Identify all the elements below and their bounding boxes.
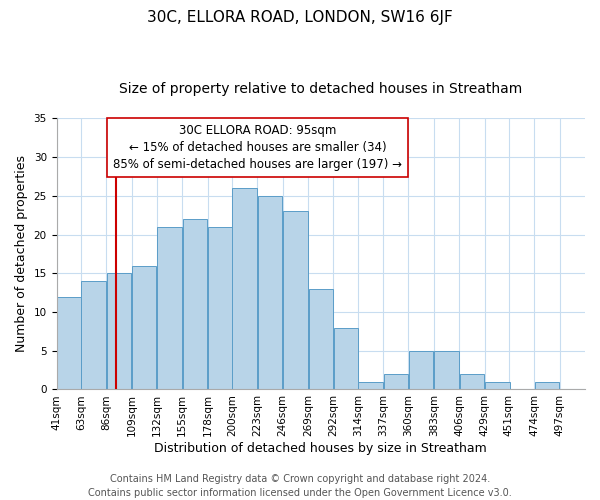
X-axis label: Distribution of detached houses by size in Streatham: Distribution of detached houses by size … [154,442,487,455]
Bar [132,266,157,390]
Title: Size of property relative to detached houses in Streatham: Size of property relative to detached ho… [119,82,523,96]
Bar [258,196,282,390]
Bar [308,289,333,390]
Bar [183,219,207,390]
Bar [535,382,559,390]
Bar [57,296,82,390]
Bar [81,281,106,390]
Bar [434,351,459,390]
Bar [409,351,433,390]
Y-axis label: Number of detached properties: Number of detached properties [15,156,28,352]
Bar [383,374,408,390]
Bar [157,227,182,390]
Bar [358,382,383,390]
Text: 30C ELLORA ROAD: 95sqm
← 15% of detached houses are smaller (34)
85% of semi-det: 30C ELLORA ROAD: 95sqm ← 15% of detached… [113,124,402,171]
Bar [232,188,257,390]
Bar [334,328,358,390]
Bar [208,227,233,390]
Bar [283,212,308,390]
Text: 30C, ELLORA ROAD, LONDON, SW16 6JF: 30C, ELLORA ROAD, LONDON, SW16 6JF [147,10,453,25]
Bar [107,274,131,390]
Bar [485,382,509,390]
Bar [460,374,484,390]
Text: Contains HM Land Registry data © Crown copyright and database right 2024.
Contai: Contains HM Land Registry data © Crown c… [88,474,512,498]
